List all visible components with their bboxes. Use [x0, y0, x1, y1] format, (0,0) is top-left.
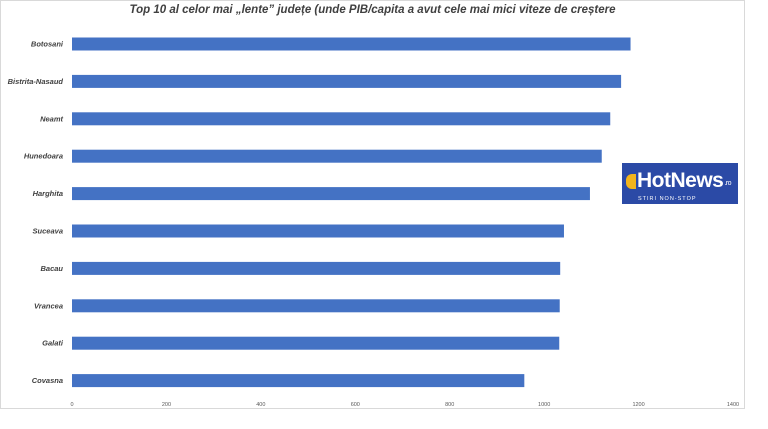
x-tick-label: 1400 [727, 402, 739, 408]
chart-title: Top 10 al celor mai „lente” județe (unde… [129, 4, 616, 16]
x-tick-label: 0 [70, 402, 73, 408]
logo-mark-icon [626, 173, 636, 189]
bar [72, 336, 560, 350]
x-tick-label: 1200 [632, 402, 644, 408]
bar [72, 74, 622, 88]
category-label: Bacau [40, 264, 63, 273]
category-label: Galati [42, 339, 64, 348]
category-label: Suceava [33, 227, 63, 236]
logo-tagline: STIRI NON-STOP [638, 196, 697, 202]
bar [72, 149, 602, 163]
bar [72, 261, 561, 275]
bar [72, 187, 590, 201]
bar [72, 299, 560, 313]
category-label: Hunedoara [24, 152, 63, 161]
category-label: Vrancea [34, 301, 63, 310]
category-label: Covasna [32, 376, 63, 385]
x-tick-label: 600 [351, 402, 360, 408]
x-tick-label: 800 [445, 402, 454, 408]
bar [72, 224, 564, 238]
logo-suffix: .ro [724, 180, 732, 187]
x-tick-label: 1000 [538, 402, 550, 408]
category-label: Neamt [40, 114, 63, 123]
x-tick-label: 200 [162, 402, 171, 408]
category-label: Harghita [33, 189, 63, 198]
bar [72, 374, 525, 388]
category-label: Bistrita-Nasaud [8, 77, 64, 86]
x-tick-label: 400 [256, 402, 265, 408]
bar [72, 37, 631, 51]
logo-name: HotNews [637, 169, 724, 192]
category-label: Botosani [31, 40, 64, 49]
bar [72, 112, 611, 126]
hotnews-logo: HotNews .ro STIRI NON-STOP [622, 163, 738, 204]
